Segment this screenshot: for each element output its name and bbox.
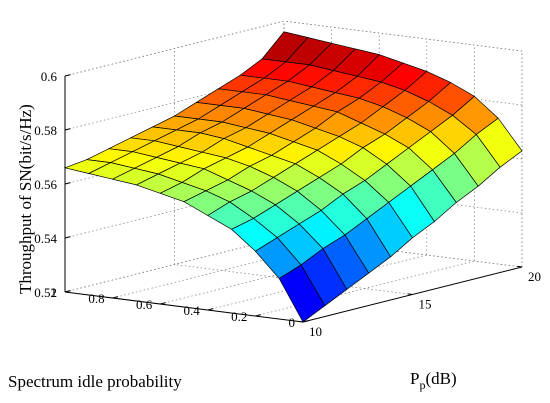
x-axis-line	[64, 291, 304, 323]
z-tick-mark	[64, 128, 71, 131]
y-tick-mark	[517, 265, 523, 268]
y-tick-label: 20	[528, 269, 541, 284]
x-tick-label: 0.8	[88, 291, 104, 306]
axes	[64, 74, 523, 323]
x-tick-mark	[255, 314, 261, 317]
z-tick-label: 0.56	[34, 177, 57, 192]
y-tick-mark	[407, 293, 413, 295]
y-axis-label-main: P	[410, 369, 419, 388]
y-tick-label: 10	[309, 324, 322, 339]
surface-cell	[278, 264, 326, 323]
x-tick-label: 0.6	[136, 297, 153, 312]
x-tick-mark	[207, 308, 214, 311]
z-tick-label: 0.54	[34, 231, 57, 246]
x-axis-label: Spectrum idle probability	[8, 372, 182, 391]
x-tick-label: 0.2	[231, 309, 247, 324]
y-axis-label-sub: p	[419, 378, 425, 392]
x-tick-mark	[160, 302, 166, 305]
z-tick-mark	[64, 182, 71, 185]
z-tick-label: 0.52	[34, 285, 57, 300]
y-axis-label: Pp(dB)	[410, 369, 457, 392]
tick-labels: 0 0.2 0.4 0.6 0.8 1 10 15 20 0.52 0.54 0.56 0.58 0.6	[34, 69, 541, 339]
z-tick-mark	[64, 74, 71, 77]
z-tick-label: 0.6	[41, 69, 58, 84]
x-tick-label: 0	[289, 315, 296, 330]
y-axis-label-unit: (dB)	[425, 369, 456, 388]
x-tick-mark	[112, 296, 119, 299]
surface	[63, 31, 523, 323]
box-edge	[64, 20, 285, 77]
grid-line-x	[255, 260, 475, 317]
x-tick-mark	[302, 320, 309, 323]
x-tick-label: 1	[51, 285, 58, 300]
y-tick-mark	[298, 320, 304, 323]
z-tick-mark	[64, 236, 71, 239]
z-tick-mark	[64, 290, 71, 293]
z-tick-label: 0.58	[34, 123, 57, 138]
y-tick-label: 15	[419, 297, 432, 312]
z-axis-label: Throughput of SN(bit/s/Hz)	[16, 104, 35, 294]
x-tick-label: 0.4	[184, 303, 201, 318]
